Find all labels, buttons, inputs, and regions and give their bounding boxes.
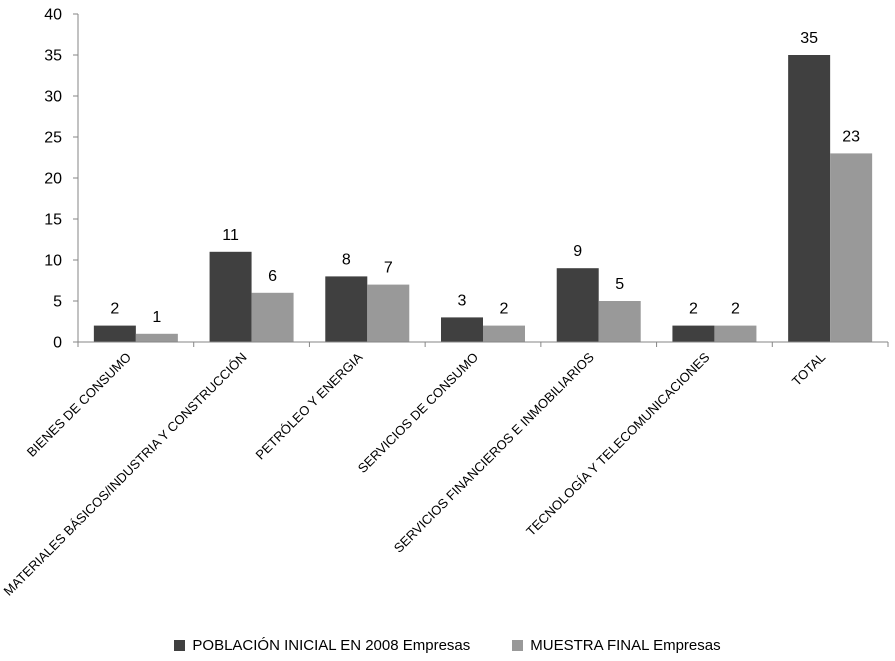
data-label: 9 bbox=[573, 243, 582, 260]
x-category-label: BIENES DE CONSUMO bbox=[24, 350, 134, 460]
data-label: 6 bbox=[268, 268, 277, 285]
data-label: 1 bbox=[152, 309, 161, 326]
data-label: 2 bbox=[110, 301, 119, 318]
bar-poblacion bbox=[788, 55, 831, 342]
data-label: 5 bbox=[615, 276, 624, 293]
y-tick-label: 30 bbox=[44, 89, 62, 106]
bar-poblacion bbox=[556, 268, 599, 342]
bar-muestra bbox=[830, 153, 873, 342]
y-tick-label: 35 bbox=[44, 48, 62, 65]
bar-muestra bbox=[483, 325, 525, 342]
bar-muestra bbox=[135, 333, 178, 342]
bar-muestra bbox=[598, 301, 641, 342]
bar-poblacion bbox=[209, 251, 252, 342]
bar-muestra bbox=[251, 292, 294, 342]
bar-muestra bbox=[714, 325, 757, 342]
data-label: 7 bbox=[384, 260, 393, 277]
x-category-label: SERVICIOS DE CONSUMO bbox=[355, 350, 481, 476]
bar-poblacion bbox=[672, 325, 715, 342]
bar-poblacion bbox=[441, 317, 483, 342]
legend-item-muestra: MUESTRA FINAL Empresas bbox=[512, 636, 721, 654]
y-tick-label: 25 bbox=[44, 130, 62, 147]
x-category-label: MATERIALES BÁSICOS/INDUSTRIA Y CONSTRUCC… bbox=[1, 350, 250, 599]
y-tick-label: 0 bbox=[53, 335, 62, 352]
x-category-label: TOTAL bbox=[789, 350, 828, 389]
data-label: 8 bbox=[342, 251, 351, 268]
data-label: 2 bbox=[500, 301, 509, 318]
data-label: 23 bbox=[842, 128, 860, 145]
data-label: 35 bbox=[800, 30, 818, 47]
bar-poblacion bbox=[93, 325, 136, 342]
legend-label-muestra: MUESTRA FINAL Empresas bbox=[530, 636, 721, 654]
y-tick-label: 15 bbox=[44, 212, 62, 229]
y-tick-label: 20 bbox=[44, 171, 62, 188]
legend: POBLACIÓN INICIAL EN 2008 Empresas MUEST… bbox=[0, 632, 895, 658]
data-label: 3 bbox=[458, 292, 467, 309]
legend-label-poblacion: POBLACIÓN INICIAL EN 2008 Empresas bbox=[192, 636, 471, 654]
legend-item-poblacion: POBLACIÓN INICIAL EN 2008 Empresas bbox=[174, 637, 470, 654]
y-tick-label: 10 bbox=[44, 253, 62, 270]
legend-swatch-muestra bbox=[512, 639, 524, 651]
legend-swatch-poblacion bbox=[174, 639, 186, 651]
x-category-label: TECNOLOGÍA Y TELECOMUNICACIONES bbox=[523, 349, 713, 539]
x-category-label: PETRÓLEO Y ENERGIA bbox=[252, 349, 365, 462]
y-tick-label: 5 bbox=[53, 294, 62, 311]
bar-muestra bbox=[367, 284, 410, 342]
y-tick-label: 40 bbox=[44, 7, 62, 24]
data-label: 2 bbox=[689, 301, 698, 318]
bar-poblacion bbox=[325, 276, 368, 342]
x-category-label: SERVICIOS FINANCIEROS E INMOBILIARIOS bbox=[391, 349, 597, 555]
data-label: 11 bbox=[222, 227, 239, 244]
data-label: 2 bbox=[731, 301, 740, 318]
